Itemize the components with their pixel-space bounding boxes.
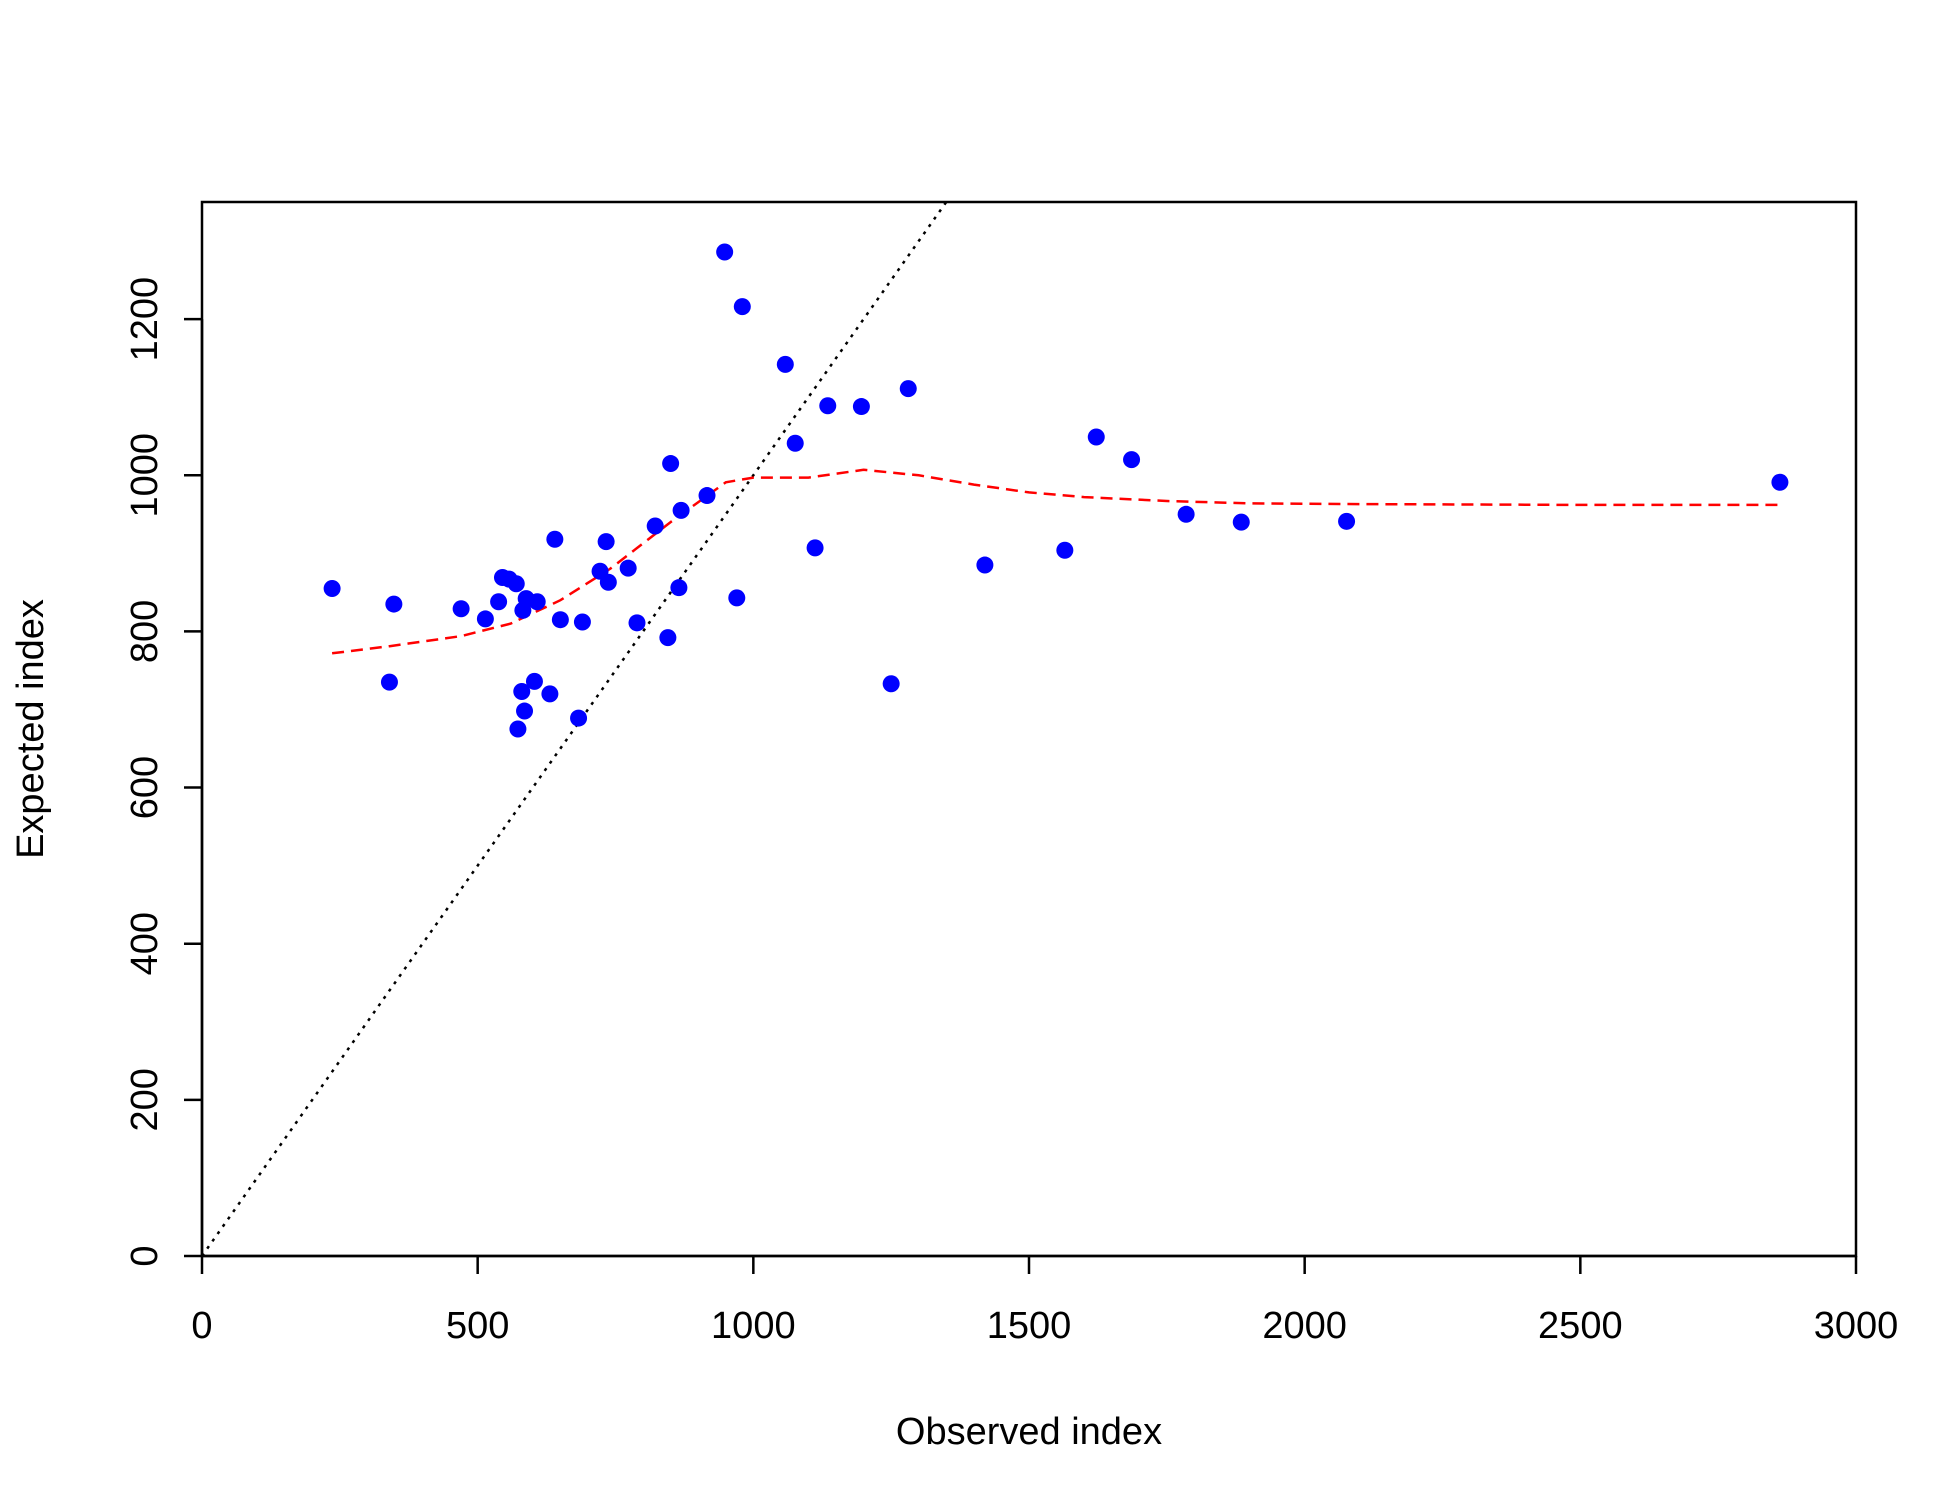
x-tick-label: 2000 <box>1262 1305 1347 1347</box>
data-point <box>525 672 543 690</box>
data-point <box>852 398 870 416</box>
data-point <box>1338 512 1356 530</box>
data-point <box>776 355 794 373</box>
data-point <box>1771 473 1789 491</box>
x-tick-label: 500 <box>446 1305 509 1347</box>
data-point <box>546 530 564 548</box>
y-tick-label: 400 <box>124 912 166 975</box>
data-point <box>507 575 525 593</box>
y-tick-label: 800 <box>124 600 166 663</box>
data-point <box>528 593 546 611</box>
y-tick-label: 1200 <box>124 277 166 362</box>
x-axis: 0 500 1000 1500 2000 2500 3000 <box>191 1254 1899 1347</box>
data-point <box>385 595 403 613</box>
data-point <box>1087 428 1105 446</box>
data-point <box>597 533 615 551</box>
y-axis: 0 200 400 600 800 1000 1200 <box>124 277 204 1267</box>
data-point <box>728 589 746 607</box>
data-point <box>899 380 917 398</box>
data-point <box>646 517 664 535</box>
x-axis-title: Observed index <box>896 1411 1162 1453</box>
data-point <box>1232 513 1250 531</box>
data-point <box>541 685 559 703</box>
data-point <box>476 610 494 628</box>
data-point <box>1177 505 1195 523</box>
data-point <box>672 501 690 519</box>
data-point <box>1056 541 1074 559</box>
data-point <box>819 397 837 415</box>
data-point <box>570 709 588 727</box>
data-point <box>1123 451 1141 469</box>
data-point <box>452 600 470 618</box>
y-tick-label: 200 <box>124 1068 166 1131</box>
y-tick-label: 600 <box>124 756 166 819</box>
data-point <box>513 683 531 701</box>
data-point <box>806 539 824 557</box>
y-tick-label: 0 <box>124 1245 166 1266</box>
data-point <box>516 702 534 720</box>
smoothed-trend-line <box>331 468 1780 655</box>
identity-line <box>202 202 948 1256</box>
data-point <box>628 614 646 632</box>
x-tick-label: 3000 <box>1814 1305 1899 1347</box>
data-point <box>976 556 994 574</box>
x-tick-label: 1500 <box>987 1305 1072 1347</box>
data-point <box>786 434 804 452</box>
plot-frame <box>200 200 1858 1258</box>
data-point <box>380 673 398 691</box>
x-tick-label: 0 <box>191 1305 212 1347</box>
data-point <box>490 593 508 611</box>
data-point <box>698 487 716 505</box>
y-axis-title: Expected index <box>10 599 52 859</box>
data-point <box>716 243 734 261</box>
points-layer <box>323 243 1789 738</box>
x-tick-label: 2500 <box>1538 1305 1623 1347</box>
data-point <box>733 298 751 316</box>
y-tick-label: 1000 <box>124 433 166 518</box>
data-point <box>619 559 637 577</box>
data-point <box>662 455 680 473</box>
lines-layer <box>202 202 1780 1256</box>
data-point <box>323 579 341 597</box>
x-tick-label: 1000 <box>711 1305 796 1347</box>
data-point <box>659 629 677 647</box>
data-point <box>599 573 617 591</box>
data-point <box>670 579 688 597</box>
data-point <box>882 675 900 693</box>
data-point <box>573 613 591 631</box>
data-point <box>551 611 569 629</box>
data-point <box>509 720 527 738</box>
